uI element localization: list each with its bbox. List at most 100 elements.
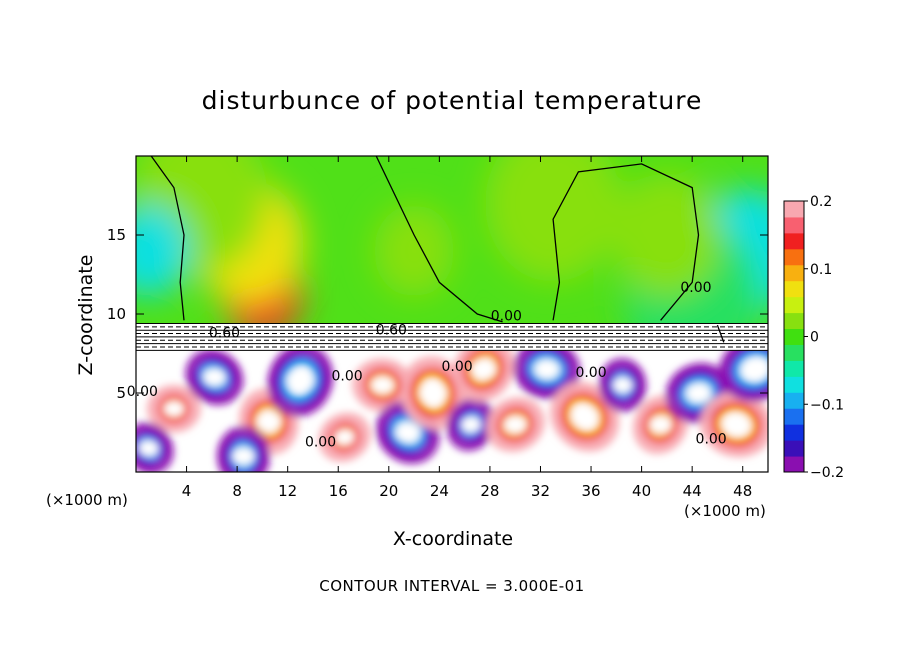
lower-feature-ring-4-0 [318, 412, 371, 462]
lower-feature-ring-9-1 [491, 402, 540, 447]
x-tick-label-9: 40 [632, 482, 651, 500]
upper-feature-8 [485, 156, 622, 282]
x-tick-label-11: 48 [733, 482, 752, 500]
contour-label-7: 0.00 [305, 435, 336, 451]
chart-title: disturbunce of potential temperature [201, 86, 703, 115]
lower-feature-ring-0-1 [152, 390, 196, 428]
lower-feature-ring-12-1 [603, 363, 642, 407]
lower-feature-ring-1-2 [196, 359, 233, 395]
y-tick-label-0: 5 [116, 384, 126, 402]
lower-feature-ring-3-1 [272, 349, 329, 411]
x-tick-label-2: 12 [278, 482, 297, 500]
colorbar-swatch-0 [784, 456, 804, 473]
lower-feature-core-19 [741, 358, 768, 381]
lower-feature-ring-2-2 [248, 399, 289, 444]
lower-feature-ring-6-3 [391, 416, 424, 449]
lower-feature-core-1 [203, 368, 226, 386]
colorbar: 0.2 0.1 0 −0.1 −0.2 [783, 194, 844, 481]
colorbar-swatch-13 [784, 248, 804, 266]
y-tick-label-2: 15 [107, 226, 126, 244]
lower-feature-ring-1-1 [190, 354, 238, 400]
lower-feature-core-2 [256, 411, 282, 432]
lower-feature-ring-7-2 [410, 367, 456, 419]
zero-contour-0 [150, 156, 185, 321]
x-tick-label-3: 16 [329, 482, 348, 500]
contour-interval-note: CONTOUR INTERVAL = 3.000E-01 [319, 577, 585, 595]
lower-feature-ring-16-2 [136, 433, 164, 464]
colorbar-swatch-14 [784, 232, 804, 250]
contour-label-3: 0.60 [209, 326, 240, 342]
contour-label-1: 0.00 [680, 280, 711, 296]
x-tick-label-7: 32 [531, 482, 550, 500]
x-tick-label-0: 4 [182, 482, 192, 500]
zero-contour-3 [716, 324, 725, 343]
lower-feature-ring-9-0 [485, 397, 545, 452]
colorbar-swatch-4 [784, 392, 804, 409]
upper-feature-6 [374, 204, 455, 297]
lower-feature-ring-17-2 [226, 437, 261, 472]
colorbar-tick-label-1: 0.1 [810, 262, 832, 278]
lower-feature-ring-3-2 [277, 355, 324, 406]
contour-lines [150, 156, 725, 343]
lower-feature-ring-4-2 [329, 422, 360, 452]
lower-feature-core-15 [722, 413, 751, 436]
lower-feature-core-3 [286, 369, 315, 392]
lower-feature-ring-11-3 [565, 397, 604, 436]
lower-feature-ring-1-3 [201, 364, 228, 390]
lower-feature-core-8 [461, 416, 481, 433]
upper-feature-7 [612, 172, 721, 298]
lower-feature-core-0 [164, 401, 184, 417]
lower-feature-ring-4-1 [324, 417, 366, 457]
x-tick-label-4: 20 [379, 482, 398, 500]
contour-label-9: 0.00 [127, 384, 158, 400]
colorbar-swatch-7 [784, 344, 804, 361]
inversion-layer [136, 322, 768, 351]
lower-feature-ring-17-1 [221, 431, 265, 472]
x-tick-label-8: 36 [581, 482, 600, 500]
lower-feature-ring-8-2 [456, 409, 486, 440]
lower-feature-core-17 [232, 447, 255, 465]
lower-feature-ring-18-2 [463, 347, 505, 391]
x-tick-label-5: 24 [430, 482, 449, 500]
colorbar-tick-label-2: 0 [810, 330, 819, 346]
lower-feature-core-9 [503, 415, 527, 434]
lower-feature-ring-10-3 [530, 354, 564, 385]
lower-feature-core-16 [138, 440, 159, 456]
colorbar-swatch-16 [784, 201, 804, 218]
lower-feature-ring-15-3 [716, 406, 757, 443]
lower-feature-core-12 [612, 377, 633, 393]
upper-feature-3 [136, 204, 189, 297]
lower-feature-ring-0-2 [158, 394, 190, 423]
lower-feature-ring-0-0 [147, 385, 201, 433]
colorbar-swatch-15 [784, 216, 804, 234]
lower-feature-core-14 [685, 383, 712, 403]
colorbar-tick-label-4: −0.2 [810, 465, 844, 481]
z-unit-label: (×1000 m) [46, 491, 128, 509]
lower-feature-ring-16-1 [136, 428, 169, 469]
colorbar-swatch-6 [784, 360, 804, 377]
lower-feature-ring-7-3 [415, 372, 451, 414]
contour-label-0: 0.00 [491, 308, 522, 324]
lower-feature-core-13 [649, 415, 672, 434]
lower-feature-ring-15-1 [705, 397, 768, 453]
colorbar-swatch-10 [784, 296, 804, 314]
lower-feature-ring-14-3 [681, 377, 716, 409]
colorbar-tick-label-3: −0.1 [810, 397, 844, 413]
lower-feature-core-7 [419, 382, 447, 404]
y-axis-label: Z-coordinate [75, 254, 97, 376]
lower-feature-core-11 [570, 405, 599, 428]
lower-field-features [136, 336, 768, 472]
y-tick-label-1: 10 [107, 305, 126, 323]
lower-feature-ring-1-0 [185, 349, 244, 405]
lower-feature-ring-10-2 [524, 349, 570, 389]
colorbar-swatch-8 [784, 328, 804, 345]
x-tick-label-6: 28 [480, 482, 499, 500]
lower-feature-core-10 [534, 359, 560, 380]
lower-feature-core-4 [334, 429, 355, 445]
colorbar-swatch-5 [784, 376, 804, 393]
lower-feature-ring-11-1 [555, 387, 614, 447]
lower-feature-core-6 [395, 422, 421, 443]
lower-feature-ring-12-2 [608, 369, 637, 401]
lower-feature-ring-13-2 [643, 406, 678, 444]
